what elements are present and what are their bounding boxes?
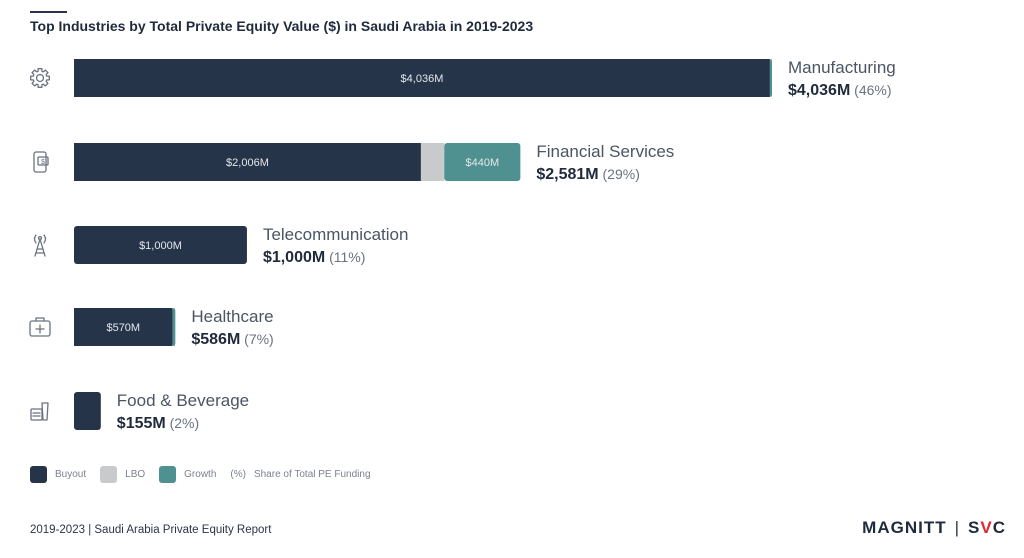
brand-logos: MAGNITT | SVC — [862, 518, 1006, 538]
legend-label-buyout: Buyout — [55, 469, 87, 480]
category-total-financial-services: $2,581M (29%) — [536, 166, 640, 183]
category-total-food-beverage: $155M (2%) — [117, 415, 199, 432]
bar-financial-services-buyout — [74, 143, 421, 181]
category-label-telecommunication: Telecommunication — [263, 225, 409, 244]
antenna-tower-icon — [33, 234, 47, 257]
chart-title: Top Industries by Total Private Equity V… — [30, 18, 534, 34]
legend-item-buyout: Buyout — [30, 466, 86, 483]
bar-label-manufacturing-buyout: $4,036M — [401, 73, 444, 85]
legend: Buyout LBO Growth (%) Share of Total PE … — [30, 466, 371, 483]
category-label-financial-services: Financial Services — [536, 142, 674, 161]
legend-share-symbol: (%) — [230, 469, 246, 480]
bar-label-healthcare-buyout: $570M — [106, 322, 140, 334]
bar-financial-services-lbo — [420, 143, 445, 181]
bar-label-financial-services-buyout: $2,006M — [226, 157, 269, 169]
brand-separator: | — [954, 518, 961, 537]
legend-label-lbo: LBO — [125, 469, 146, 480]
bar-label-financial-services-growth: $440M — [465, 157, 499, 169]
svc-logo: SVC — [968, 518, 1006, 538]
bar-manufacturing-buyout — [74, 59, 770, 97]
bar-manufacturing-growth — [769, 59, 772, 97]
food-beverage-icon — [30, 402, 49, 421]
gear-icon — [30, 68, 50, 88]
footer-text: 2019-2023 | Saudi Arabia Private Equity … — [30, 524, 272, 536]
legend-swatch-buyout — [30, 466, 47, 483]
category-label-healthcare: Healthcare — [191, 307, 273, 326]
bar-healthcare-growth — [172, 308, 176, 346]
category-label-manufacturing: Manufacturing — [788, 58, 896, 77]
legend-item-lbo: LBO — [100, 466, 145, 483]
bar-label-telecommunication-buyout: $1,000M — [139, 240, 182, 252]
category-label-food-beverage: Food & Beverage — [117, 391, 249, 410]
svc-logo-v: V — [980, 518, 993, 537]
legend-swatch-lbo — [100, 466, 118, 483]
category-total-manufacturing: $4,036M (46%) — [788, 82, 892, 99]
legend-swatch-growth — [159, 466, 177, 483]
bar-healthcare-buyout — [74, 308, 173, 346]
bar-telecommunication-buyout — [74, 226, 247, 264]
bar-food-beverage-buyout — [74, 392, 101, 430]
title-rule — [30, 11, 67, 13]
legend-item-growth: Growth — [159, 466, 216, 483]
magnitt-logo: MAGNITT — [862, 518, 947, 537]
svc-logo-s: S — [968, 518, 981, 537]
legend-share-note: Share of Total PE Funding — [253, 469, 371, 480]
svc-logo-c: C — [992, 518, 1006, 537]
category-total-healthcare: $586M (7%) — [191, 331, 273, 348]
legend-label-growth: Growth — [184, 469, 217, 480]
svg-text:$: $ — [41, 159, 45, 166]
bar-financial-services-growth — [444, 143, 521, 181]
category-total-telecommunication: $1,000M (11%) — [263, 249, 365, 266]
phone-dollar-icon: $ — [33, 151, 49, 173]
bar-chart: $4,036M Manufacturing $4,036M (46%) $ $2,006… — [29, 58, 896, 432]
medical-kit-icon — [29, 317, 51, 337]
